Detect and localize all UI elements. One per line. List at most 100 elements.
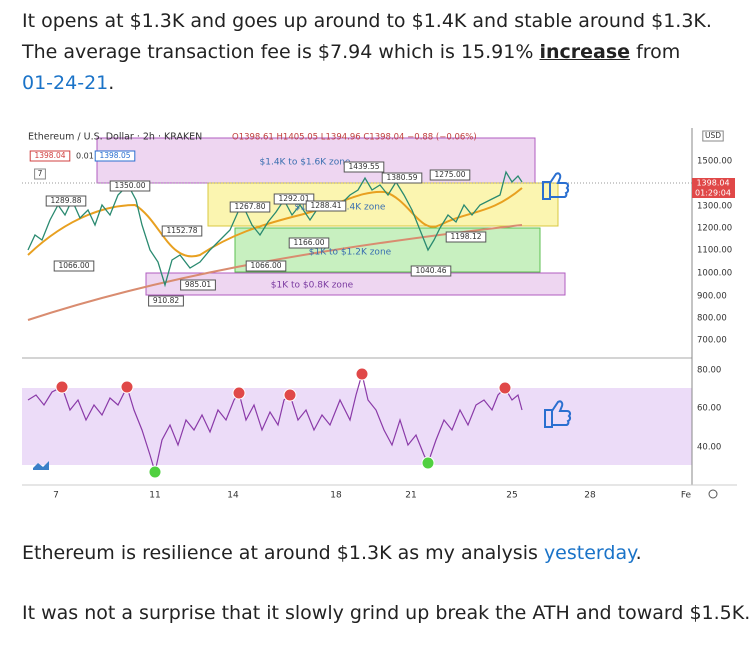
label-box	[343, 161, 385, 173]
spread: 0.01	[76, 152, 94, 161]
text-run: $1.3K	[336, 542, 392, 564]
price-axis-label: 1300.00	[697, 202, 732, 212]
text-run: .	[705, 10, 712, 32]
label-box	[305, 200, 347, 212]
date-label: 18	[330, 491, 342, 501]
label-box	[229, 201, 271, 213]
price-label: 1288.41	[310, 201, 341, 210]
sell-price: 1398.04	[34, 151, 65, 160]
text-run: $1.4K	[411, 10, 467, 32]
link[interactable]: 01-24-21	[22, 72, 109, 94]
text-run: and toward	[569, 602, 690, 624]
price-label: 1198.12	[450, 232, 481, 241]
date-label: Fe	[681, 491, 692, 501]
label-box	[288, 237, 330, 249]
label-box	[148, 295, 184, 307]
price-label: 1439.55	[348, 162, 379, 171]
price-label: 1152.78	[166, 226, 197, 235]
ma-line	[27, 224, 523, 321]
date-label: 11	[149, 491, 160, 501]
price-axis-label: 1500.00	[697, 157, 732, 167]
price-axis-label: 700.00	[697, 336, 727, 346]
settings-icon	[708, 489, 718, 499]
text-run: $1.3K	[651, 10, 706, 32]
label-box	[94, 150, 136, 162]
paragraph: Ethereum is resilience at around $1.3K a…	[22, 538, 642, 569]
rsi-axis-label: 80.00	[697, 366, 721, 376]
ohlc: O1398.61 H1405.05 L1394.96 C1398.04 −0.8…	[232, 133, 477, 143]
price-label: 985.01	[185, 280, 211, 289]
zone-label: $1.4K to $1.6K zone	[260, 158, 351, 168]
ema-line	[27, 187, 523, 258]
last-price-tag	[692, 178, 735, 188]
last-price: 1398.04	[696, 179, 729, 188]
text-run: and stable around	[466, 10, 652, 32]
zone	[145, 272, 566, 296]
label-box	[381, 172, 423, 184]
text-run: It opens at	[22, 10, 130, 32]
price-label: 1292.01	[278, 194, 309, 203]
buy-price: 1398.05	[99, 151, 130, 160]
date-label: 25	[506, 491, 517, 501]
label-box	[29, 150, 71, 162]
rsi-line	[27, 373, 523, 473]
label-box	[410, 265, 452, 277]
label-box	[702, 130, 724, 142]
zone-label: $1K to $1.2K zone	[309, 248, 392, 258]
price-label: 1350.00	[114, 181, 145, 190]
text-run: from	[630, 41, 681, 63]
price-label: 1166.00	[293, 238, 324, 247]
text-run: $1.5K	[689, 602, 745, 624]
price-axis-label: 1100.00	[697, 246, 732, 256]
price-label: 1267.80	[234, 202, 265, 211]
label-box	[429, 169, 471, 181]
text-run: increase	[539, 41, 631, 63]
text-run: $1.3K	[129, 10, 185, 32]
price-label: 1066.00	[250, 261, 281, 270]
text-run: $7.94	[317, 41, 373, 63]
text-run: Ethereum is resilience at around	[22, 542, 337, 564]
date-label: 7	[53, 491, 59, 501]
label-box	[161, 225, 203, 237]
price-axis-label: 1000.00	[697, 269, 732, 279]
label-box	[245, 260, 287, 272]
rsi-axis-label: 40.00	[697, 443, 721, 453]
text-run: and goes up around to	[184, 10, 412, 32]
price-series	[27, 170, 523, 288]
rsi-peaks	[55, 367, 512, 402]
text-run: .	[744, 602, 751, 624]
label-box	[34, 168, 46, 180]
text-run: 15.91%	[460, 41, 534, 63]
rsi-axis-label: 60.00	[697, 404, 721, 414]
date-label: 28	[584, 491, 596, 501]
price-axis-label: 1200.00	[697, 224, 732, 234]
price-axis-label: 800.00	[697, 314, 727, 324]
symbol: Ethereum / U.S. Dollar · 2h · KRAKEN	[28, 132, 202, 143]
rsi-band	[22, 388, 692, 465]
countdown: 01:29:04	[695, 189, 731, 198]
text-run: as my analysis	[391, 542, 544, 564]
text-run: It was not a surprise that it slowly gri…	[22, 602, 533, 624]
label-box	[180, 279, 216, 291]
paragraph: It opens at $1.3K and goes up around to …	[22, 6, 712, 99]
label-box	[45, 195, 87, 207]
text-run: ATH	[532, 602, 570, 624]
currency: USD	[705, 131, 721, 140]
text-run: .	[108, 72, 115, 94]
chart-image: Ethereum / U.S. Dollar · 2h · KRAKEN O139…	[22, 125, 737, 505]
price-label: 1066.00	[58, 261, 89, 270]
label-box	[273, 193, 315, 205]
rsi-troughs	[148, 456, 435, 479]
thumbs-up	[542, 172, 572, 428]
price-label: 1040.46	[415, 266, 446, 275]
price-label: 1289.88	[50, 196, 81, 205]
zone-label: $1K to $0.8K zone	[271, 281, 354, 291]
link[interactable]: yesterday	[543, 542, 636, 564]
price-axis-label: 900.00	[697, 292, 727, 302]
text-run: The average transaction fee is	[22, 41, 318, 63]
text-run: .	[635, 542, 642, 564]
label-box	[53, 260, 95, 272]
logo	[33, 461, 49, 470]
label-box	[109, 180, 151, 192]
